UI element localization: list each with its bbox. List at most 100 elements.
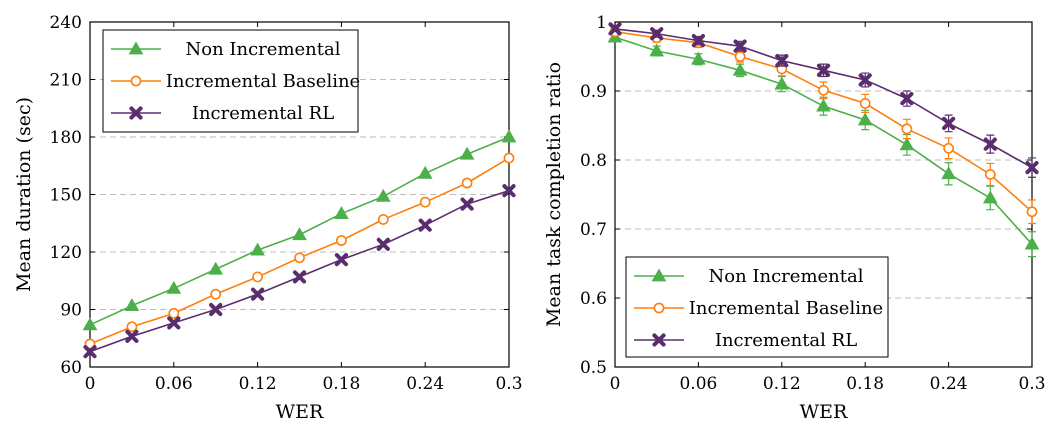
data-point	[502, 184, 516, 198]
data-point	[858, 73, 872, 87]
data-point	[859, 98, 871, 109]
data-point	[691, 51, 706, 65]
data-point	[608, 22, 622, 36]
x-tick-label: 0.12	[763, 374, 801, 394]
y-tick-label: 0.7	[580, 220, 607, 240]
x-tick-label: 0.18	[322, 374, 360, 394]
legend-entry: Incremental Baseline	[111, 71, 360, 92]
data-point	[125, 329, 139, 343]
legend-marker	[651, 268, 667, 282]
data-point	[377, 214, 389, 225]
data-point	[1026, 206, 1038, 218]
x-axis-title: WER	[800, 401, 848, 423]
legend-entry: Incremental Baseline	[634, 298, 883, 319]
data-point	[774, 76, 790, 90]
x-tick-label: 0	[85, 374, 96, 394]
legend-entry: Incremental RL	[634, 330, 857, 351]
data-point	[335, 235, 347, 246]
data-point	[83, 345, 97, 359]
x-tick-label: 0.24	[406, 374, 444, 394]
data-point	[251, 287, 265, 301]
legend-entry: Incremental RL	[111, 103, 334, 124]
legend-marker	[653, 302, 665, 314]
series-line	[89, 189, 510, 353]
data-point	[166, 280, 182, 294]
data-point	[984, 169, 996, 180]
data-point	[503, 152, 515, 164]
y-tick-label: 1	[596, 13, 607, 33]
data-point	[816, 98, 831, 112]
data-point	[82, 317, 98, 331]
x-tick-label: 0.3	[495, 374, 522, 394]
y-tick-label: 210	[50, 71, 82, 91]
series-incremental-baseline	[84, 152, 515, 350]
legend-entry: Non Incremental	[634, 266, 864, 287]
series-non-incremental	[607, 29, 1040, 258]
data-point	[943, 142, 954, 154]
duration-chart: 0 0.06 0.12 0.18 0.24 0.3 60 90 120 150 180 210 240 W…	[13, 13, 523, 423]
series-line	[614, 30, 1033, 213]
plot-frame	[614, 21, 1033, 368]
data-point	[126, 321, 138, 333]
x-tick-label: 0.06	[679, 374, 717, 394]
data-point	[292, 270, 307, 284]
x-tick-label: 0.18	[846, 374, 884, 394]
data-point	[252, 271, 263, 283]
series-incremental-rl	[83, 184, 516, 359]
x-axis-title: WER	[276, 401, 324, 423]
data-point	[334, 253, 348, 267]
x-tick-label: 0.24	[930, 374, 968, 394]
data-point	[733, 39, 747, 53]
y-tick-label: 240	[50, 13, 82, 33]
data-point	[294, 252, 305, 264]
y-axis-title: Mean duration (sec)	[13, 97, 35, 292]
x-tick-label: 0.3	[1018, 374, 1045, 394]
data-point	[899, 137, 915, 151]
y-tick-label: 0.9	[580, 82, 607, 102]
data-point	[250, 242, 265, 256]
data-point	[501, 129, 517, 143]
data-point	[983, 137, 997, 151]
data-point	[1024, 236, 1040, 250]
data-point	[732, 62, 748, 76]
legend-label: Incremental RL	[192, 103, 334, 124]
x-tick-label: 0	[610, 374, 621, 394]
data-point	[460, 197, 474, 211]
legend-marker	[130, 75, 142, 87]
data-point	[209, 302, 223, 317]
legend: Non Incremental Incremental Baseline Incre…	[625, 256, 889, 358]
data-point	[942, 116, 956, 131]
legend-label: Non Incremental	[186, 39, 341, 60]
data-point	[461, 177, 473, 189]
data-point	[375, 188, 391, 202]
y-tick-label: 90	[60, 301, 82, 321]
data-point	[459, 146, 475, 160]
data-point	[167, 316, 181, 330]
legend-marker	[128, 41, 144, 55]
data-point	[124, 298, 140, 312]
legend-label: Incremental Baseline	[166, 71, 360, 92]
legend-label: Incremental RL	[715, 330, 857, 351]
data-point	[857, 112, 873, 126]
y-tick-label: 60	[60, 358, 82, 378]
series-incremental-baseline	[609, 26, 1038, 225]
data-point	[1025, 160, 1039, 175]
data-point	[376, 237, 390, 251]
data-point	[691, 34, 705, 48]
data-point	[417, 165, 433, 179]
ticks: 0 0.06 0.12 0.18 0.24 0.3 0.5 0.6 0.7 0.8 0.9 1	[580, 13, 1046, 394]
data-point	[210, 288, 222, 300]
y-axis-title: Mean task completion ratio	[543, 62, 565, 327]
y-tick-label: 120	[50, 243, 82, 263]
data-point	[208, 261, 224, 275]
x-tick-label: 0.06	[155, 374, 193, 394]
data-point	[419, 196, 431, 208]
legend-label: Incremental Baseline	[689, 298, 883, 319]
data-point	[168, 307, 180, 319]
data-point	[941, 166, 956, 180]
y-tick-label: 150	[50, 186, 82, 206]
x-tick-label: 0.12	[239, 374, 277, 394]
data-point	[84, 338, 96, 350]
data-point	[650, 27, 664, 41]
legend-marker	[129, 106, 143, 120]
